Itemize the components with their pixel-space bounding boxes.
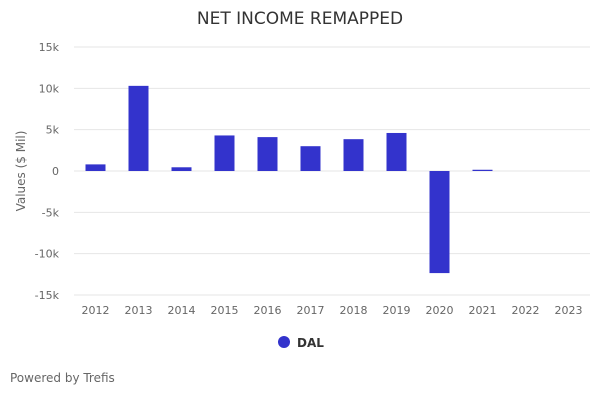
x-axis-ticks: 2012 2013 2014 2015 2016 2017 2018 2019 2020 2021… <box>82 304 583 317</box>
x-tick-label: 2021 <box>469 304 497 317</box>
y-tick-label: -10k <box>35 248 60 261</box>
chart-title: NET INCOME REMAPPED <box>197 9 403 29</box>
x-tick-label: 2015 <box>211 304 239 317</box>
x-tick-label: 2017 <box>297 304 325 317</box>
x-tick-label: 2014 <box>168 304 196 317</box>
x-tick-label: 2016 <box>254 304 282 317</box>
bar-2016[interactable] <box>257 137 278 171</box>
y-axis-label: Values ($ Mil) <box>14 131 28 212</box>
x-tick-label: 2023 <box>555 304 583 317</box>
y-tick-label: 15k <box>39 41 60 54</box>
x-tick-label: 2020 <box>426 304 454 317</box>
x-tick-label: 2019 <box>383 304 411 317</box>
y-tick-label: 10k <box>39 82 60 95</box>
legend-marker-dal[interactable] <box>278 336 290 348</box>
y-tick-label: -5k <box>42 206 60 219</box>
bar-2018[interactable] <box>343 139 364 171</box>
bar-2019[interactable] <box>386 132 407 171</box>
y-axis-ticks: 15k 10k 5k 0 -5k -10k -15k <box>35 41 60 302</box>
grid-lines <box>74 46 590 296</box>
bar-2012[interactable] <box>85 164 106 171</box>
bar-series <box>85 85 493 274</box>
y-tick-label: -15k <box>35 289 60 302</box>
bar-2017[interactable] <box>300 146 321 171</box>
legend[interactable]: DAL <box>278 336 324 350</box>
bar-2020[interactable] <box>429 171 450 274</box>
bar-2014[interactable] <box>171 167 192 171</box>
x-tick-label: 2022 <box>512 304 540 317</box>
y-tick-label: 0 <box>52 165 59 178</box>
x-tick-label: 2018 <box>340 304 368 317</box>
x-tick-label: 2013 <box>125 304 153 317</box>
bar-2021[interactable] <box>472 169 493 171</box>
bar-2015[interactable] <box>214 135 235 171</box>
bar-2013[interactable] <box>128 85 149 171</box>
legend-label-dal[interactable]: DAL <box>297 336 324 350</box>
powered-by-credit[interactable]: Powered by Trefis <box>10 371 115 385</box>
y-tick-label: 5k <box>46 124 60 137</box>
x-tick-label: 2012 <box>82 304 110 317</box>
